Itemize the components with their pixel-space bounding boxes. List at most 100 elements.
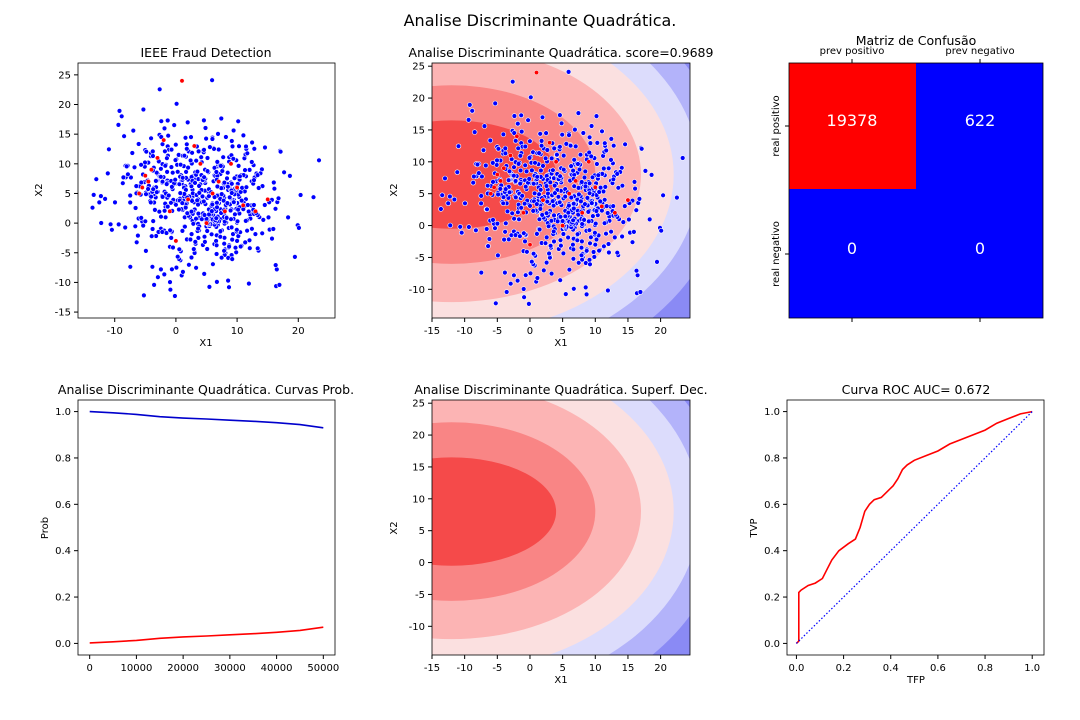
- overlay-point-blue: [565, 234, 571, 241]
- overlay-point-blue: [560, 250, 567, 257]
- overlay-point-blue: [591, 254, 597, 260]
- scatter-panel: IEEE Fraud Detection -10 0 10 20 -15 -10 -5 0 5…: [34, 45, 336, 349]
- surface-frame: [431, 399, 691, 656]
- scatter-point-blue: [164, 155, 170, 161]
- scatter-point-red: [253, 208, 258, 214]
- cm-cell-1-1: [916, 189, 1043, 318]
- scatter-point-blue: [191, 246, 197, 252]
- overlay-point-blue: [494, 220, 501, 227]
- scatter-point-blue: [156, 209, 163, 215]
- scatter-point-blue: [246, 208, 252, 215]
- x-tick-label: 20: [654, 663, 667, 674]
- scatter-point-blue: [159, 141, 166, 147]
- overlay-point-blue: [538, 143, 545, 149]
- overlay-point-blue: [530, 251, 537, 257]
- scatter-point-blue: [109, 227, 115, 233]
- scatter-point-blue: [229, 256, 235, 262]
- overlay-point-blue: [610, 176, 617, 183]
- overlay-point-blue: [518, 128, 525, 135]
- roc-plot-area: [795, 410, 1033, 644]
- y-tick-label: 20: [58, 100, 71, 111]
- overlay-point-blue: [472, 129, 478, 135]
- scatter-point-blue: [188, 134, 194, 140]
- x-tick-label: 10: [231, 326, 244, 337]
- scatter-point-blue: [232, 211, 238, 218]
- y-tick-label: 15: [412, 125, 425, 136]
- x-tick-label: 20: [654, 326, 667, 337]
- overlay-point-blue: [578, 245, 585, 251]
- scatter-point-blue: [271, 186, 278, 192]
- scatter-point-blue: [150, 218, 156, 224]
- overlay-point-blue: [583, 291, 590, 298]
- scatter-point-blue: [169, 266, 175, 272]
- scatter-point-blue: [161, 271, 168, 278]
- scatter-point-red: [179, 78, 185, 84]
- scatter-point-blue: [244, 150, 251, 157]
- overlay-point-red: [612, 210, 618, 216]
- scatter-point-blue: [132, 223, 139, 230]
- prob-plot-area: [89, 410, 324, 644]
- scatter-point-red: [222, 208, 228, 214]
- overlay-point-blue: [521, 201, 528, 207]
- overlay-point-red: [599, 203, 605, 209]
- scatter-point-blue: [192, 239, 199, 245]
- overlay-point-blue: [550, 167, 556, 173]
- cm-value-1-1: 0: [975, 239, 985, 258]
- overlay-point-blue: [582, 183, 589, 190]
- scatter-point-blue: [201, 198, 207, 205]
- scatter-point-blue: [177, 190, 184, 196]
- scatter-point-blue: [213, 169, 220, 175]
- overlay-point-blue: [483, 162, 489, 169]
- cm-frame: [788, 62, 1044, 319]
- overlay-point-blue: [579, 238, 585, 245]
- overlay-point-blue: [588, 123, 595, 129]
- scatter-point-blue: [140, 106, 147, 113]
- overlay-point-blue: [526, 176, 532, 182]
- overlay-point-blue: [536, 226, 543, 233]
- scatter-point-blue: [186, 262, 192, 268]
- overlay-point-blue: [629, 239, 636, 245]
- y-tick-label: -10: [409, 285, 425, 296]
- overlay-point-blue: [495, 191, 501, 198]
- scatter-point-blue: [218, 163, 224, 169]
- scatter-point-blue: [150, 148, 156, 155]
- overlay-point-red: [560, 223, 566, 229]
- scatter-point-blue: [218, 255, 225, 261]
- overlay-point-blue: [494, 157, 500, 164]
- scatter-point-blue: [249, 226, 255, 232]
- series-line-1: [89, 626, 324, 644]
- scatter-point-blue: [262, 144, 268, 151]
- y-tick-label: -10: [409, 622, 425, 633]
- overlay-point-blue: [622, 141, 628, 148]
- overlay-point-blue: [502, 145, 508, 152]
- overlay-point-blue: [603, 203, 610, 209]
- scatter-point-blue: [120, 174, 127, 181]
- overlay-point-blue: [539, 114, 546, 121]
- overlay-point-red: [507, 152, 513, 158]
- overlay-point-blue: [583, 248, 590, 254]
- overlay-point-blue: [578, 198, 584, 205]
- overlay-point-blue: [593, 113, 600, 119]
- roc-ylabel: TVP: [749, 519, 760, 539]
- scatter-point-blue: [122, 224, 128, 231]
- scatter-point-blue: [228, 224, 235, 231]
- overlay-point-blue: [515, 145, 521, 152]
- scatter-point-blue: [262, 202, 268, 208]
- overlay-point-red: [534, 70, 539, 76]
- overlay-point-blue: [619, 183, 626, 189]
- scatter-point-blue: [152, 207, 158, 213]
- x-tick-label: 0: [173, 326, 179, 337]
- x-tick-label: -15: [424, 663, 440, 674]
- overlay-point-blue: [557, 173, 563, 179]
- y-tick-label: -5: [415, 253, 425, 264]
- overlay-point-blue: [502, 269, 508, 276]
- overlay-point-blue: [474, 161, 481, 168]
- overlay-point-blue: [660, 192, 666, 199]
- overlay-point-blue: [492, 225, 498, 231]
- overlay-point-blue: [566, 267, 573, 273]
- scatter-x-ticks: -10 0 10 20: [107, 318, 305, 337]
- scatter-point-blue: [143, 191, 149, 197]
- scatter-point-blue: [105, 170, 111, 177]
- overlay-point-blue: [522, 143, 528, 150]
- overlay-point-blue: [563, 291, 569, 297]
